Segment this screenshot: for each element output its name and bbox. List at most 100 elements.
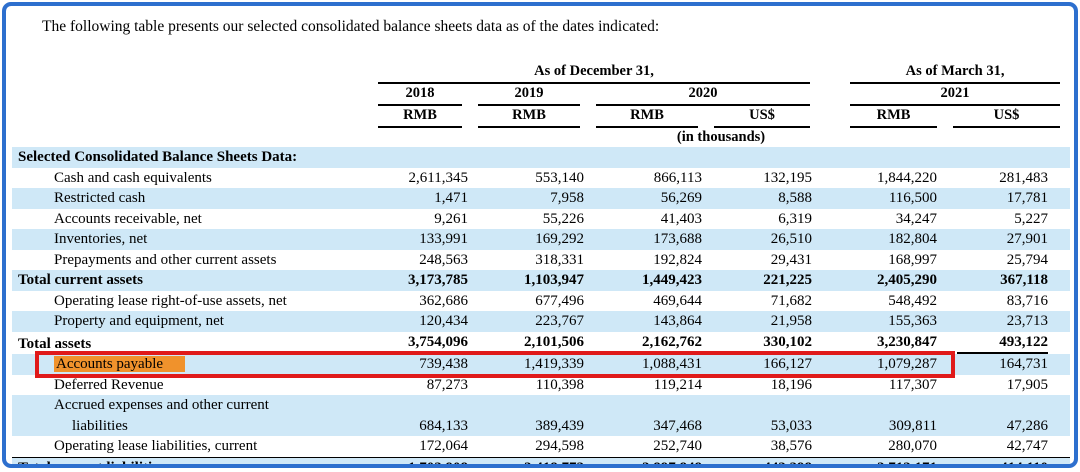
cell: 684,133: [372, 395, 472, 436]
cell: 119,214: [653, 376, 702, 393]
cell: 7,958: [472, 188, 590, 209]
cell: 2,713,171: [820, 456, 948, 464]
cell: 493,122: [947, 332, 1070, 354]
cell: 294,598: [535, 438, 584, 454]
row-total-current-liabilities: Total current liabilities 1,702,908 2,41…: [12, 456, 1071, 464]
cell: 17,781: [947, 188, 1071, 209]
cell: 9,261: [434, 210, 468, 227]
col-header-2018: 2018: [372, 84, 472, 106]
accounts-payable-highlight: Accounts payable: [54, 356, 186, 372]
cell: 367,118: [947, 270, 1071, 291]
cell: 1,702,908: [372, 456, 472, 464]
col-header-2019: 2019: [472, 84, 590, 106]
col-group-december: As of December 31,: [372, 62, 820, 84]
cell: 362,686: [419, 292, 468, 309]
cell: 2,418,772: [472, 456, 590, 464]
header-thousands-row: (in thousands): [12, 128, 1070, 147]
cell: 172,064: [419, 438, 468, 454]
cell: 27,901: [947, 229, 1071, 250]
balance-sheet-table: As of December 31, As of March 31, 2018 …: [12, 62, 1071, 464]
cell: 1,844,220: [877, 169, 938, 186]
cell: 469,644: [653, 292, 702, 309]
cell: 47,286: [947, 395, 1071, 436]
cell: 252,740: [653, 438, 702, 454]
cell: 169,292: [472, 229, 590, 250]
cell: 2,162,762: [590, 332, 708, 354]
cell: 2,611,345: [408, 169, 468, 186]
row-inventories: Inventories, net 133,991 169,292 173,688…: [12, 229, 1071, 250]
row-accounts-payable: Accounts payable 739,438 1,419,339 1,088…: [12, 354, 1071, 375]
cell: 309,811: [820, 395, 948, 436]
cell: 38,576: [770, 438, 813, 454]
cell: 26,510: [708, 229, 821, 250]
cell: 280,070: [888, 438, 938, 454]
cell: 168,997: [888, 251, 938, 268]
cell: 248,563: [419, 251, 468, 268]
header-unit-row: RMB RMB RMB US$ RMB US$: [12, 106, 1070, 128]
cell: 330,102: [708, 332, 820, 354]
cell: 116,500: [820, 188, 948, 209]
cell: 3,230,847: [820, 332, 947, 354]
col-header-2021: 2021: [820, 84, 1070, 106]
cell: 23,713: [947, 311, 1071, 332]
cell: 166,127: [708, 354, 821, 375]
cell: 83,716: [1006, 292, 1049, 309]
cell: 6,319: [778, 210, 813, 227]
cell: 389,439: [472, 395, 590, 436]
cell: 41,403: [660, 210, 702, 227]
cell: 221,225: [708, 270, 821, 291]
cell: 5,227: [1014, 210, 1049, 227]
cell: 53,033: [708, 395, 821, 436]
intro-text: The following table presents our selecte…: [42, 18, 660, 35]
cell: 117,307: [888, 376, 938, 393]
col-group-march: As of March 31,: [820, 62, 1070, 84]
cell: 192,824: [653, 251, 702, 268]
accounts-payable-box-end: 1,079,287: [820, 354, 948, 375]
row-label: Total assets: [18, 335, 92, 352]
row-label: Prepayments and other current assets: [54, 251, 277, 268]
cell: 347,468: [590, 395, 708, 436]
row-label: Restricted cash: [12, 188, 372, 209]
row-restricted-cash: Restricted cash 1,471 7,958 56,269 8,588…: [12, 188, 1071, 209]
header-year-row: 2018 2019 2020 2021: [12, 84, 1070, 106]
cell: 87,273: [426, 376, 468, 393]
row-label: Total current liabilities: [12, 456, 372, 464]
cell: 25,794: [1006, 251, 1049, 268]
cell: 132,195: [763, 169, 813, 186]
cell: 133,991: [372, 229, 472, 250]
cell: 1,103,947: [472, 270, 590, 291]
cell: 281,483: [999, 169, 1049, 186]
cell: 120,434: [372, 311, 472, 332]
row-total-assets: Total assets 3,754,096 2,101,506 2,162,7…: [12, 332, 1070, 354]
row-deferred-revenue: Deferred Revenue 87,273 110,398 119,214 …: [12, 375, 1070, 396]
cell: 173,688: [590, 229, 708, 250]
unit-2020-rmb: RMB: [590, 106, 708, 128]
cell: 155,363: [820, 311, 948, 332]
cell: 55,226: [542, 210, 584, 227]
row-accrued-expenses: Accrued expenses and other current liabi…: [12, 395, 1071, 436]
cell: 56,269: [590, 188, 708, 209]
unit-2018-rmb: RMB: [372, 106, 472, 128]
section-header-row: Selected Consolidated Balance Sheets Dat…: [12, 147, 1071, 168]
cell: 164,731: [947, 354, 1071, 375]
cell: 71,682: [770, 292, 813, 309]
cell: 29,431: [770, 251, 813, 268]
row-accounts-receivable: Accounts receivable, net 9,261 55,226 41…: [12, 209, 1070, 230]
unit-2019-rmb: RMB: [472, 106, 590, 128]
row-total-current-assets: Total current assets 3,173,785 1,103,947…: [12, 270, 1071, 291]
cell: 223,767: [472, 311, 590, 332]
row-label-accounts-payable: Accounts payable: [12, 354, 372, 375]
cell: 548,492: [888, 292, 938, 309]
row-cash: Cash and cash equivalents 2,611,345 553,…: [12, 168, 1070, 189]
cell: 2,405,290: [820, 270, 948, 291]
cell: 1,471: [372, 188, 472, 209]
row-label: Operating lease right-of-use assets, net: [54, 292, 287, 309]
row-label: Inventories, net: [12, 229, 372, 250]
cell: 1,449,423: [590, 270, 708, 291]
cell: 3,173,785: [372, 270, 472, 291]
cell: 143,864: [590, 311, 708, 332]
unit-2021-usd: US$: [947, 106, 1070, 128]
row-label: Accounts receivable, net: [54, 210, 202, 227]
row-label: Deferred Revenue: [54, 376, 164, 393]
section-header: Selected Consolidated Balance Sheets Dat…: [12, 147, 1071, 168]
